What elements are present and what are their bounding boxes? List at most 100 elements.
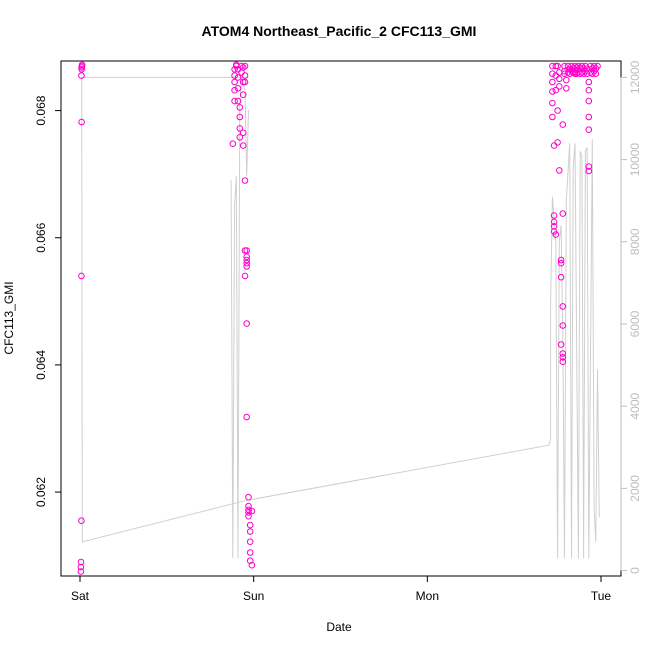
data-point	[571, 62, 579, 70]
data-point	[552, 231, 560, 238]
y-left-tick-label: 0.064	[34, 350, 48, 380]
data-point	[248, 507, 256, 515]
data-point	[245, 509, 252, 516]
data-point	[592, 70, 600, 77]
data-point	[585, 126, 593, 133]
data-point	[552, 62, 560, 70]
data-point	[550, 228, 558, 235]
data-point	[559, 303, 567, 310]
y-right-tick-label: 12000	[628, 60, 642, 94]
data-point	[246, 528, 254, 535]
data-point	[236, 113, 244, 121]
data-point	[564, 62, 572, 70]
data-point	[556, 69, 563, 76]
data-point	[556, 75, 563, 83]
data-point	[554, 139, 561, 146]
data-point	[77, 568, 85, 575]
data-point	[559, 210, 567, 217]
y-right-tick-label: 8000	[628, 228, 642, 255]
data-point	[557, 256, 565, 264]
data-point	[234, 85, 242, 92]
y-left-tick-label: 0.066	[34, 222, 48, 252]
data-point	[563, 76, 570, 84]
data-point	[243, 259, 250, 267]
data-point	[561, 62, 568, 70]
data-point	[231, 66, 238, 73]
data-point	[78, 118, 85, 126]
y-axis-label: CFC113_GMI	[2, 281, 16, 354]
data-point	[78, 72, 85, 79]
data-point	[557, 273, 565, 281]
data-point	[559, 121, 567, 128]
altitude-line	[81, 77, 600, 559]
data-point	[245, 506, 252, 514]
data-point	[550, 142, 558, 149]
points-layer	[77, 61, 601, 575]
data-point	[231, 97, 238, 105]
data-point	[239, 91, 247, 98]
data-point	[559, 358, 567, 366]
data-point	[559, 350, 567, 357]
data-point	[243, 247, 250, 254]
data-point	[239, 129, 247, 137]
data-point	[236, 134, 244, 141]
y-axis-left: 0.062 0.064 0.066 0.068	[34, 95, 62, 507]
data-point	[549, 88, 556, 95]
chart-title: ATOM4 Northeast_Pacific_2 CFC113_GMI	[202, 23, 477, 39]
y-right-tick-label: 6000	[628, 310, 642, 337]
data-point	[549, 70, 556, 77]
data-point	[243, 253, 250, 261]
data-point	[243, 263, 250, 270]
data-point	[559, 322, 567, 329]
data-point	[231, 72, 238, 79]
data-point	[236, 125, 244, 132]
data-point	[229, 140, 237, 147]
data-point	[585, 86, 593, 94]
y-left-tick-label: 0.068	[34, 95, 48, 125]
data-point	[78, 272, 85, 280]
data-point	[248, 561, 256, 569]
data-point	[594, 62, 601, 70]
data-point	[557, 259, 565, 267]
y-right-tick-label: 4000	[628, 392, 642, 419]
data-point	[241, 177, 249, 184]
data-point	[549, 113, 556, 121]
data-point	[557, 341, 565, 348]
x-tick-label: Tue	[591, 589, 612, 603]
data-point	[241, 272, 249, 280]
data-point	[245, 502, 252, 510]
x-tick-label: Sat	[71, 589, 90, 603]
data-point	[554, 107, 561, 114]
data-point	[77, 558, 85, 566]
y-right-tick-label: 10000	[628, 143, 642, 177]
plot-frame	[60, 60, 622, 577]
y-left-tick-label: 0.062	[34, 477, 48, 507]
data-point	[245, 493, 252, 501]
data-point	[246, 538, 254, 546]
data-point	[550, 218, 558, 226]
data-point	[239, 142, 247, 149]
data-point	[556, 167, 563, 174]
data-point	[585, 113, 593, 121]
data-point	[550, 212, 558, 219]
x-tick-label: Mon	[416, 589, 439, 603]
data-point	[549, 99, 556, 107]
data-point	[585, 163, 593, 170]
altitude-layer	[81, 76, 600, 559]
data-point	[585, 167, 593, 175]
data-point	[576, 70, 584, 77]
data-point	[236, 104, 244, 111]
data-point	[243, 320, 250, 327]
data-point	[246, 557, 254, 565]
y-axis-right: 0 2000 4000 6000 8000 10000 12000	[620, 60, 642, 574]
data-point	[563, 85, 570, 92]
data-point	[585, 97, 593, 105]
data-point	[246, 549, 254, 556]
data-point	[245, 512, 252, 520]
data-point	[585, 78, 593, 86]
y-right-tick-label: 2000	[628, 475, 642, 502]
data-point	[552, 86, 560, 94]
data-point	[234, 74, 242, 81]
x-axis-label: Date	[326, 620, 352, 634]
